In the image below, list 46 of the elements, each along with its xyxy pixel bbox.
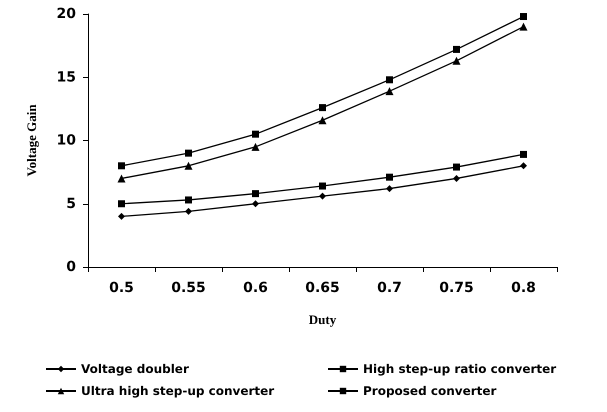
point bbox=[453, 46, 460, 53]
legend-label: Proposed converter bbox=[363, 384, 496, 398]
x-tick-label: 0.8 bbox=[511, 280, 536, 296]
point bbox=[118, 200, 125, 208]
legend-label: Voltage doubler bbox=[81, 362, 189, 376]
point bbox=[453, 164, 460, 171]
point bbox=[386, 185, 393, 192]
point bbox=[520, 22, 528, 31]
point bbox=[252, 200, 259, 208]
x-tick-label: 0.5 bbox=[109, 280, 134, 296]
point bbox=[520, 13, 527, 20]
point bbox=[452, 56, 460, 65]
point bbox=[118, 174, 126, 182]
point bbox=[520, 162, 527, 170]
point bbox=[184, 162, 192, 170]
point bbox=[185, 208, 192, 215]
x-tick-label: 0.7 bbox=[377, 280, 402, 296]
y-tick-label: 5 bbox=[66, 196, 76, 212]
point bbox=[252, 190, 259, 198]
legend-label: Ultra high step-up converter bbox=[81, 384, 274, 398]
point bbox=[386, 76, 393, 84]
point bbox=[252, 142, 260, 151]
point bbox=[386, 174, 393, 181]
y-tick-label: 10 bbox=[56, 132, 76, 148]
point bbox=[185, 196, 192, 204]
point bbox=[118, 212, 125, 220]
point bbox=[319, 182, 326, 190]
x-tick-label: 0.65 bbox=[305, 280, 340, 296]
point bbox=[185, 150, 192, 157]
x-tick-label: 0.75 bbox=[439, 280, 474, 296]
point bbox=[252, 130, 259, 138]
point bbox=[453, 174, 460, 182]
x-tick-label: 0.6 bbox=[243, 280, 268, 296]
point bbox=[520, 150, 527, 158]
legend-label: High step-up ratio converter bbox=[363, 362, 556, 376]
x-tick-label: 0.55 bbox=[171, 280, 206, 296]
y-axis-title: Voltage Gain bbox=[24, 104, 39, 177]
x-axis-title: Duty bbox=[308, 312, 337, 327]
point bbox=[318, 116, 326, 124]
y-tick-label: 0 bbox=[66, 259, 76, 275]
point bbox=[386, 87, 394, 96]
point bbox=[319, 104, 326, 112]
y-tick-label: 20 bbox=[56, 6, 76, 22]
point bbox=[118, 162, 125, 170]
point bbox=[319, 192, 326, 200]
y-tick-label: 15 bbox=[56, 69, 76, 86]
